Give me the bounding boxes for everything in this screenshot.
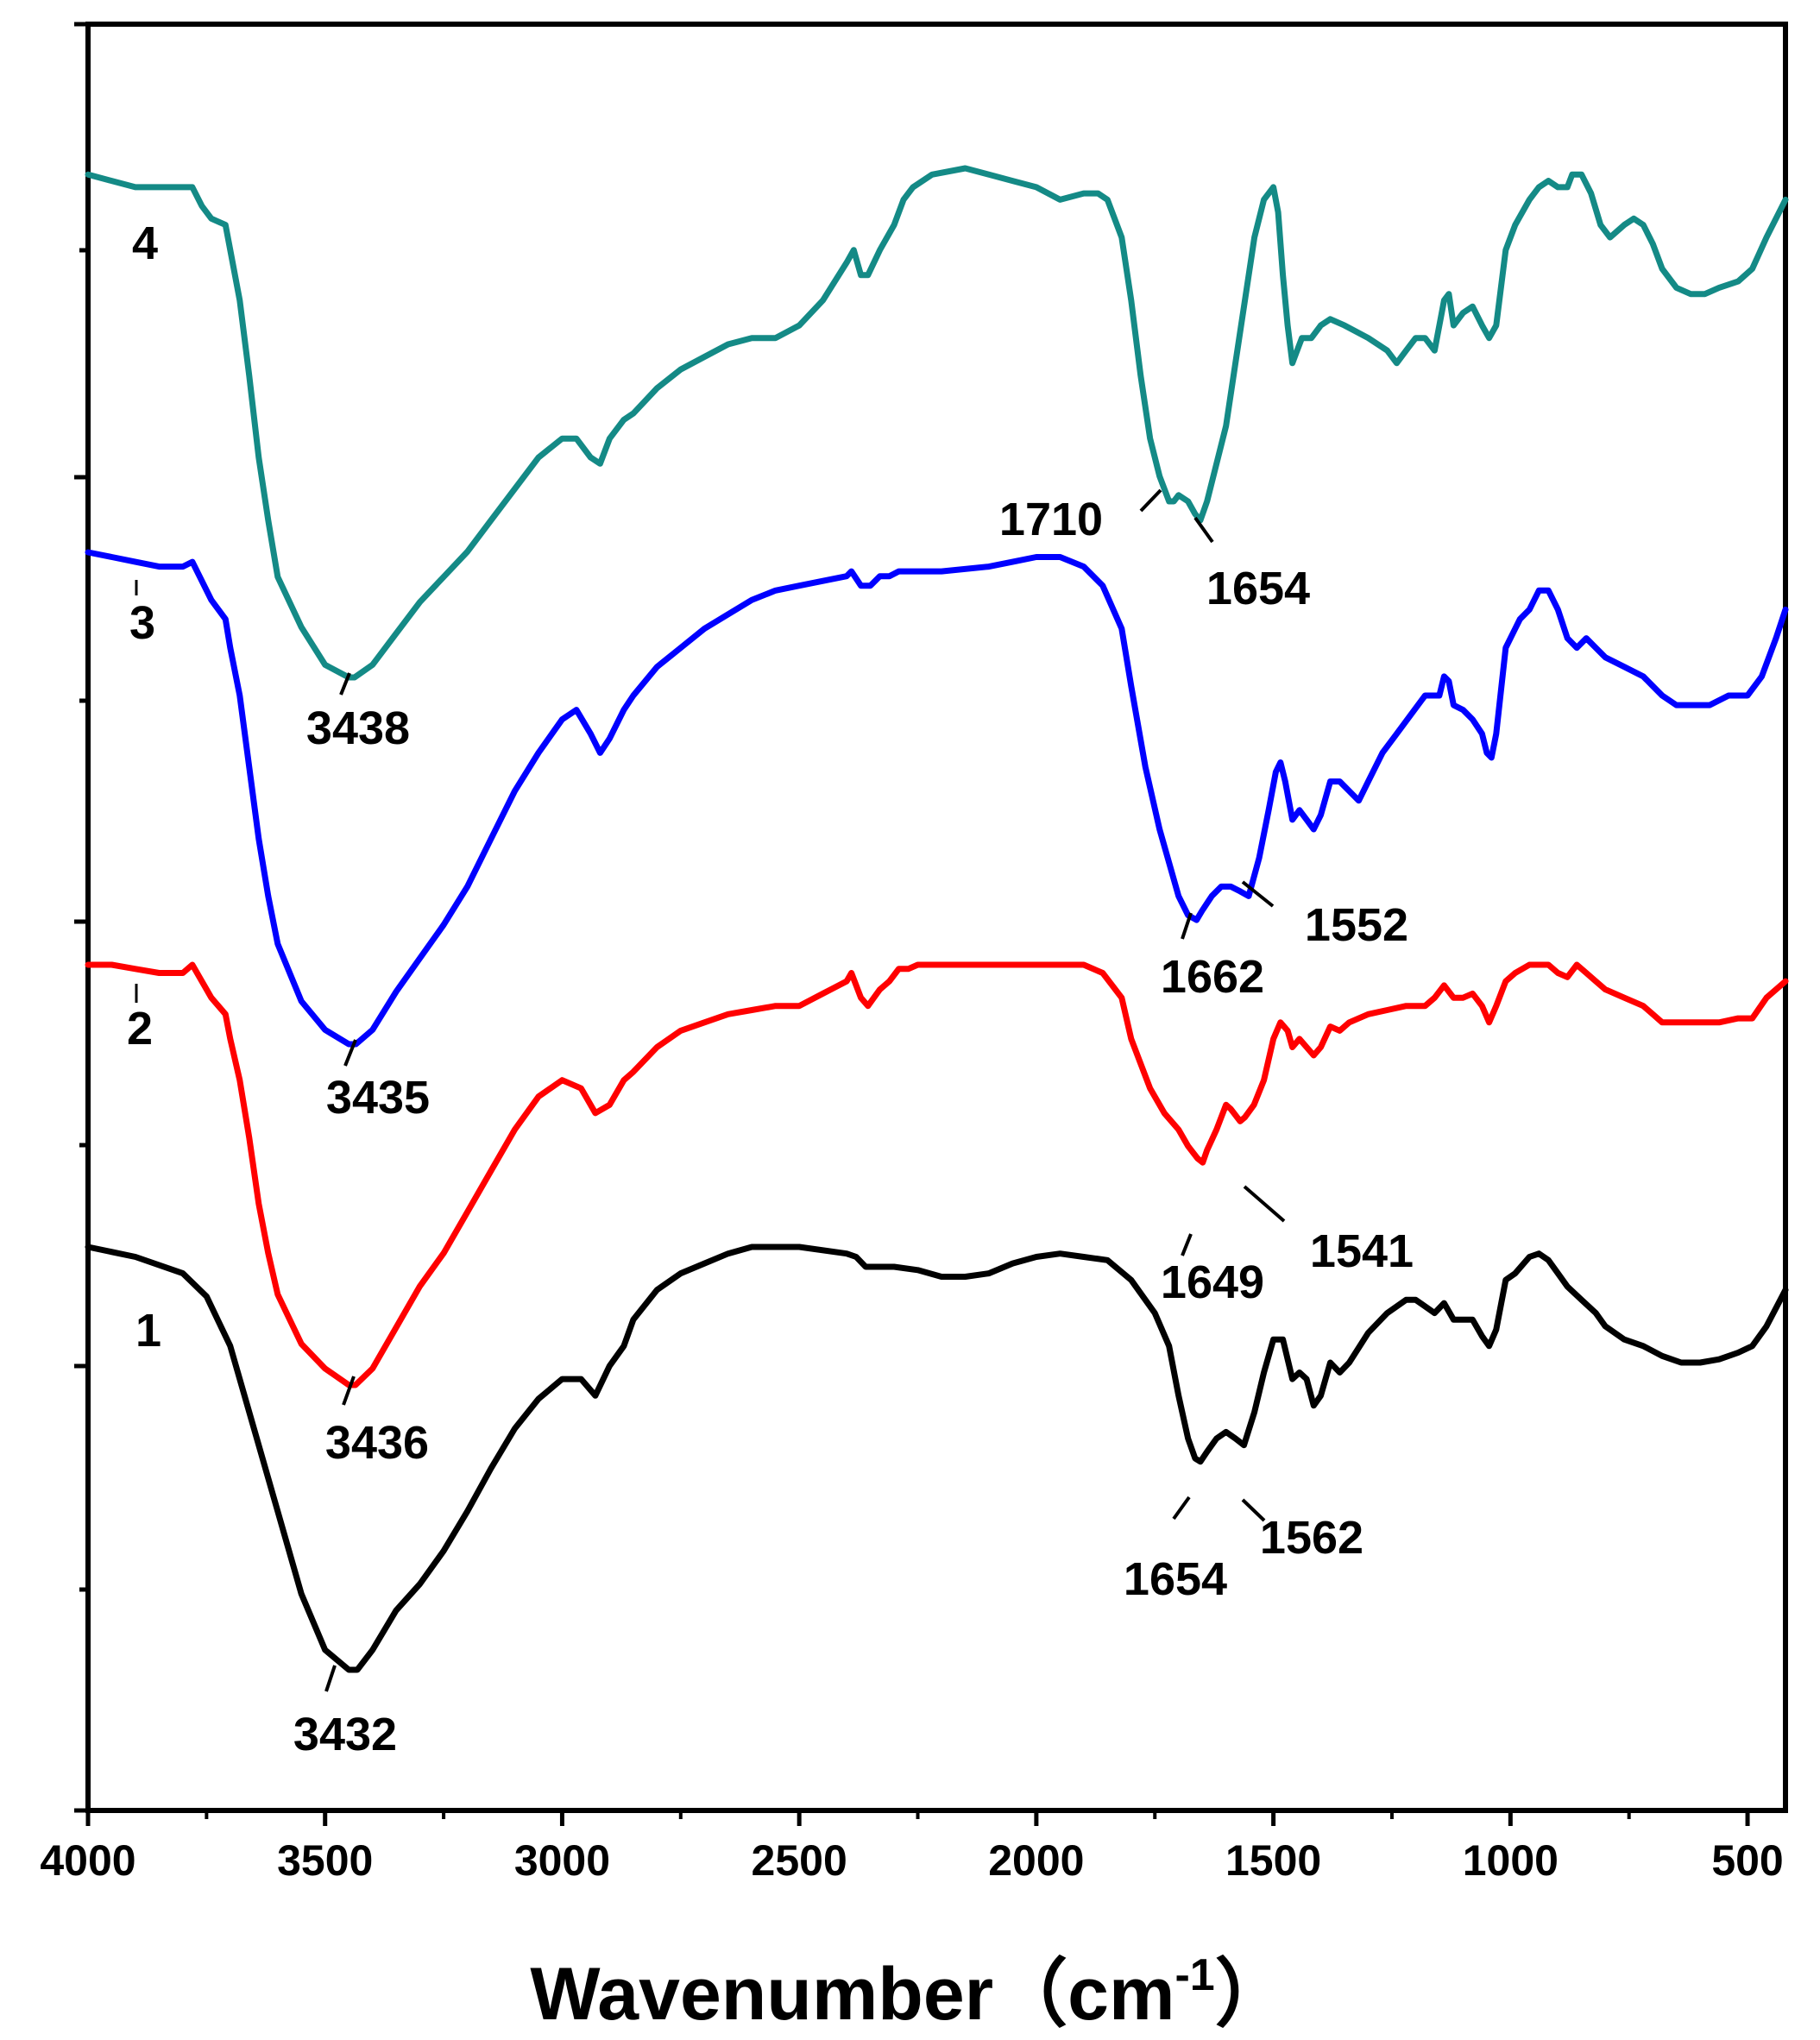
annotation-leader [1172,1495,1191,1521]
series-line-2 [85,961,1789,1388]
x-axis-title-close: ） [1215,1953,1289,2036]
x-tick-label: 2500 [752,1836,847,1885]
series-line-4 [85,165,1789,681]
annotation-leader [324,1665,337,1692]
annotation-leader [1243,1185,1286,1223]
peak-label: 1710 [999,494,1103,545]
curve-label: 2 [127,1003,153,1055]
annotation-leader [343,1039,357,1067]
x-tick-label: 1000 [1463,1836,1559,1885]
annotation-leader [1139,488,1162,513]
peak-label: 1552 [1305,899,1408,951]
peak-label: 3436 [325,1417,429,1469]
annotation-leader [1181,912,1193,940]
spectra [85,165,1789,1673]
peak-label: 1541 [1310,1225,1414,1277]
peak-label: 1662 [1161,951,1264,1003]
curve-labels: 1 2 3 4 [127,217,161,1357]
series-line-1 [85,1244,1789,1673]
peak-annotations: 3432 3436 3435 3438 1654 1562 1649 1541 1662 1552… [293,494,1414,1760]
curve-label: 3 [129,597,155,649]
plot-frame [85,22,1788,1813]
peak-label: 1654 [1206,563,1310,614]
peak-label: 3438 [306,702,410,754]
x-axis-title-main: Wavenumber（cm [530,1953,1174,2036]
x-tick-label: 3000 [514,1836,610,1885]
curve-label: 1 [135,1305,161,1357]
peak-label: 1649 [1161,1256,1264,1308]
x-tick-label: 500 [1711,1836,1783,1885]
curve-label: 4 [132,217,158,269]
annotation-leader [1181,1233,1193,1256]
annotation-leaders [324,488,1286,1692]
annotation-leader [1241,880,1275,908]
x-axis-title: Wavenumber（cm-1） [530,1950,1288,2036]
x-tick-label: 1500 [1225,1836,1321,1885]
x-axis: 4000 3500 3000 2500 2000 1500 1000 500 [40,1810,1784,1885]
y-tick-marks [74,22,88,1813]
annotation-leader [1193,516,1214,544]
x-axis-title-sup: -1 [1174,1950,1214,2000]
peak-label: 1654 [1124,1553,1227,1605]
x-tick-label: 2000 [988,1836,1084,1885]
annotation-leader [1241,1498,1266,1522]
annotation-leader [339,672,351,696]
x-tick-label: 4000 [40,1836,135,1885]
peak-label: 3432 [293,1709,397,1760]
peak-label: 1562 [1260,1512,1363,1564]
peak-label: 3435 [326,1072,430,1124]
x-tick-label: 3500 [277,1836,373,1885]
series-line-3 [85,549,1789,1048]
annotation-leader [342,1376,356,1406]
